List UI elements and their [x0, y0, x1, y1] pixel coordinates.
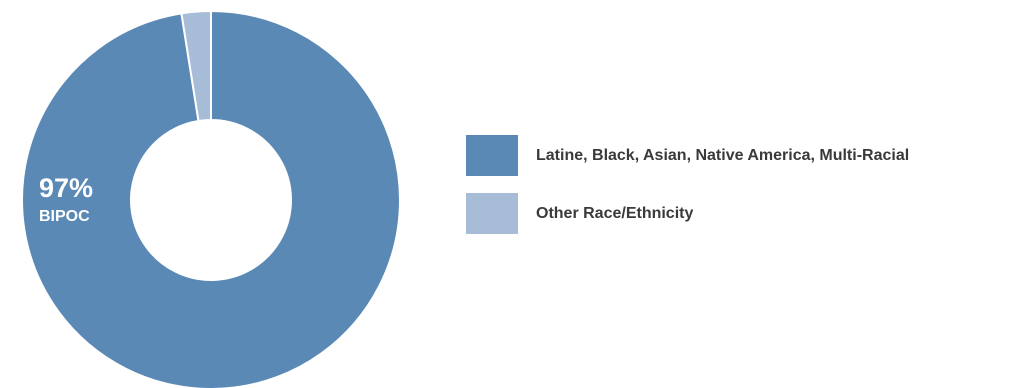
legend-label-bipoc: Latine, Black, Asian, Native America, Mu…	[536, 147, 910, 164]
annotation-value: 97%	[39, 173, 93, 203]
legend-swatch-other	[466, 193, 518, 234]
donut-slices	[21, 9, 401, 388]
legend-label-other: Other Race/Ethnicity	[536, 205, 694, 222]
donut-slice-1	[180, 9, 212, 123]
legend-swatch-bipoc	[466, 135, 518, 176]
donut-slice-0	[21, 9, 401, 388]
annotation-label: BIPOC	[39, 208, 90, 225]
